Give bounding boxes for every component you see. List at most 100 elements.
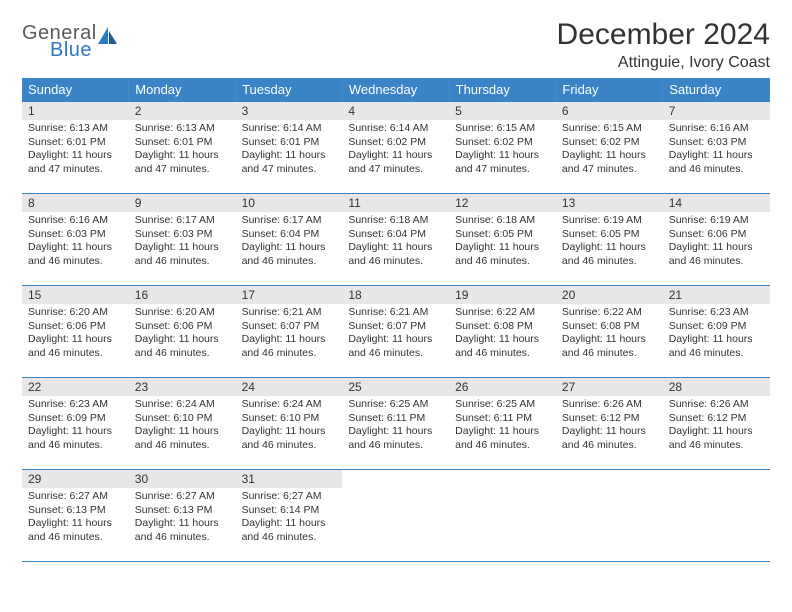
day-number: 13 [556,194,663,212]
sunrise-label: Sunrise: [455,122,494,134]
sunset-label: Sunset: [562,136,598,148]
sunrise-label: Sunrise: [135,306,174,318]
daylight-line: Daylight: 11 hours and 46 minutes. [455,333,550,360]
sunset-value: 6:10 PM [280,412,319,424]
daylight-line: Daylight: 11 hours and 46 minutes. [562,241,657,268]
daylight-line: Daylight: 11 hours and 47 minutes. [348,149,443,176]
sunrise-label: Sunrise: [242,122,281,134]
sunset-label: Sunset: [455,320,491,332]
calendar-cell: 28Sunrise: 6:26 AMSunset: 6:12 PMDayligh… [663,378,770,470]
day-number: 6 [556,102,663,120]
daylight-line: Daylight: 11 hours and 46 minutes. [242,517,337,544]
day-number: 1 [22,102,129,120]
daylight-label: Daylight: [562,241,603,253]
day-number: 8 [22,194,129,212]
day-number: 11 [342,194,449,212]
day-number: 25 [342,378,449,396]
sunrise-value: 6:19 AM [710,214,749,226]
sunset-value: 6:04 PM [387,228,426,240]
sunset-value: 6:01 PM [173,136,212,148]
daylight-label: Daylight: [135,241,176,253]
sunset-value: 6:06 PM [67,320,106,332]
sunset-line: Sunset: 6:02 PM [348,136,443,150]
daylight-label: Daylight: [348,425,389,437]
sunrise-line: Sunrise: 6:19 AM [562,214,657,228]
sunset-line: Sunset: 6:10 PM [135,412,230,426]
daylight-line: Daylight: 11 hours and 47 minutes. [28,149,123,176]
day-number: 10 [236,194,343,212]
sunrise-line: Sunrise: 6:22 AM [562,306,657,320]
day-number: 22 [22,378,129,396]
weekday-header: Sunday [22,78,129,102]
daylight-label: Daylight: [669,241,710,253]
sunrise-value: 6:22 AM [497,306,536,318]
sunrise-value: 6:25 AM [390,398,429,410]
sunset-label: Sunset: [28,504,64,516]
sunrise-value: 6:26 AM [603,398,642,410]
sunrise-value: 6:24 AM [283,398,322,410]
sunrise-line: Sunrise: 6:13 AM [28,122,123,136]
daylight-line: Daylight: 11 hours and 46 minutes. [242,425,337,452]
day-details: Sunrise: 6:17 AMSunset: 6:04 PMDaylight:… [236,212,343,273]
sunrise-value: 6:27 AM [176,490,215,502]
sunset-value: 6:11 PM [387,412,425,424]
calendar-cell: 6Sunrise: 6:15 AMSunset: 6:02 PMDaylight… [556,102,663,194]
calendar-cell: 30Sunrise: 6:27 AMSunset: 6:13 PMDayligh… [129,470,236,562]
daylight-line: Daylight: 11 hours and 46 minutes. [669,425,764,452]
sunrise-label: Sunrise: [669,214,708,226]
sunset-line: Sunset: 6:08 PM [455,320,550,334]
daylight-line: Daylight: 11 hours and 47 minutes. [242,149,337,176]
calendar-cell: 24Sunrise: 6:24 AMSunset: 6:10 PMDayligh… [236,378,343,470]
sunset-line: Sunset: 6:13 PM [135,504,230,518]
daylight-line: Daylight: 11 hours and 46 minutes. [455,425,550,452]
sunrise-line: Sunrise: 6:14 AM [242,122,337,136]
day-number: 28 [663,378,770,396]
daylight-label: Daylight: [669,333,710,345]
day-details: Sunrise: 6:15 AMSunset: 6:02 PMDaylight:… [556,120,663,181]
day-details: Sunrise: 6:21 AMSunset: 6:07 PMDaylight:… [236,304,343,365]
sunset-label: Sunset: [348,136,384,148]
calendar-week: 22Sunrise: 6:23 AMSunset: 6:09 PMDayligh… [22,378,770,470]
calendar-cell: 7Sunrise: 6:16 AMSunset: 6:03 PMDaylight… [663,102,770,194]
day-number: 2 [129,102,236,120]
calendar-body: 1Sunrise: 6:13 AMSunset: 6:01 PMDaylight… [22,102,770,562]
page-subtitle: Attinguie, Ivory Coast [557,54,770,72]
daylight-label: Daylight: [562,425,603,437]
daylight-line: Daylight: 11 hours and 46 minutes. [348,333,443,360]
calendar-cell: 31Sunrise: 6:27 AMSunset: 6:14 PMDayligh… [236,470,343,562]
weekday-header: Monday [129,78,236,102]
sunset-label: Sunset: [28,320,64,332]
daylight-line: Daylight: 11 hours and 47 minutes. [562,149,657,176]
daylight-line: Daylight: 11 hours and 46 minutes. [135,425,230,452]
sunrise-value: 6:25 AM [497,398,536,410]
daylight-label: Daylight: [242,241,283,253]
sunrise-label: Sunrise: [242,398,281,410]
daylight-label: Daylight: [348,149,389,161]
sunset-line: Sunset: 6:06 PM [669,228,764,242]
calendar-cell: 13Sunrise: 6:19 AMSunset: 6:05 PMDayligh… [556,194,663,286]
sunrise-line: Sunrise: 6:20 AM [135,306,230,320]
calendar-cell: 5Sunrise: 6:15 AMSunset: 6:02 PMDaylight… [449,102,556,194]
sunrise-value: 6:13 AM [69,122,108,134]
sunset-line: Sunset: 6:12 PM [562,412,657,426]
sunset-value: 6:01 PM [67,136,106,148]
header-row: General Blue December 2024 Attinguie, Iv… [22,18,770,72]
calendar-cell: .. [449,470,556,562]
sunrise-value: 6:26 AM [710,398,749,410]
sunrise-line: Sunrise: 6:18 AM [455,214,550,228]
daylight-label: Daylight: [669,149,710,161]
daylight-label: Daylight: [562,333,603,345]
sunset-label: Sunset: [28,136,64,148]
sunrise-label: Sunrise: [455,214,494,226]
daylight-label: Daylight: [28,149,69,161]
sunset-line: Sunset: 6:04 PM [242,228,337,242]
daylight-label: Daylight: [135,425,176,437]
sunrise-value: 6:23 AM [710,306,749,318]
sunrise-label: Sunrise: [28,490,67,502]
sunrise-line: Sunrise: 6:15 AM [455,122,550,136]
calendar-cell: 21Sunrise: 6:23 AMSunset: 6:09 PMDayligh… [663,286,770,378]
day-number: 29 [22,470,129,488]
day-details: Sunrise: 6:15 AMSunset: 6:02 PMDaylight:… [449,120,556,181]
brand-line2: Blue [22,41,97,60]
sunset-label: Sunset: [242,136,278,148]
